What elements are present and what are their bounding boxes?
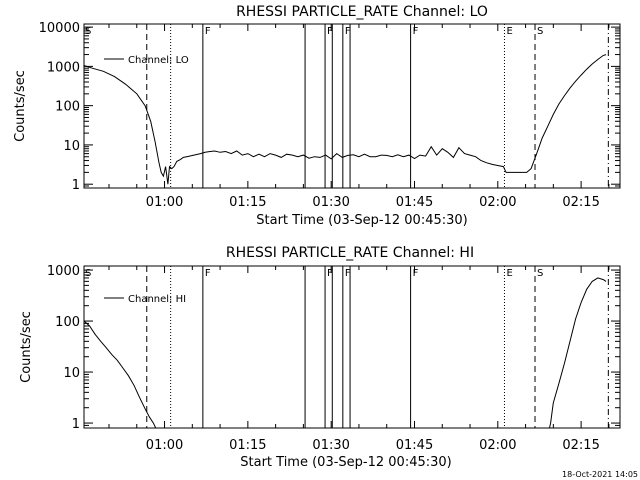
edge-marker-label: S	[85, 268, 91, 279]
series-line-hi	[549, 277, 607, 429]
event-marker-label: F	[345, 26, 351, 37]
x-tick-label: 02:15	[562, 195, 599, 210]
event-marker-label: F	[327, 26, 333, 37]
event-marker-label: F	[345, 268, 351, 279]
y-tick-label: 100	[55, 315, 80, 330]
event-marker-label: E	[506, 26, 512, 37]
x-tick-label: 01:30	[312, 438, 349, 453]
plot-frame-hi	[83, 265, 621, 429]
legend-lo: Channel: LO	[104, 55, 189, 66]
y-tick-label: 10	[63, 139, 80, 154]
y-axis-label-hi: Counts/sec	[19, 311, 34, 383]
x-tick-label: 01:00	[146, 438, 183, 453]
y-tick-label: 1	[72, 417, 80, 432]
y-tick-label: 1	[72, 178, 80, 193]
plot-frame-lo	[83, 23, 621, 189]
series-line-hi	[83, 320, 158, 429]
y-tick-label: 10	[63, 366, 80, 381]
x-axis-label-lo: Start Time (03-Sep-12 00:45:30)	[256, 213, 467, 228]
footer-timestamp: 18-Oct-2021 14:05	[562, 470, 638, 479]
x-tick-label: 01:00	[146, 195, 183, 210]
edge-marker-label: S	[85, 26, 91, 37]
x-axis-label-hi: Start Time (03-Sep-12 00:45:30)	[240, 455, 451, 470]
y-tick-label: 1000	[47, 264, 80, 279]
event-marker-label: S	[537, 26, 543, 37]
chart-panel-hi: RHESSI PARTICLE_RATE Channel: HI Start T…	[19, 245, 621, 470]
chart-title-lo: RHESSI PARTICLE_RATE Channel: LO	[236, 4, 488, 20]
x-tick-label: 01:45	[396, 195, 433, 210]
chart-title-hi: RHESSI PARTICLE_RATE Channel: HI	[226, 245, 474, 261]
x-tick-label: 01:15	[229, 195, 266, 210]
event-marker-label: F	[413, 268, 419, 279]
series-line-lo	[83, 54, 607, 185]
event-marker-label: F	[413, 26, 419, 37]
y-tick-label: 1000	[47, 60, 80, 75]
x-tick-label: 01:15	[229, 438, 266, 453]
chart-panel-lo: RHESSI PARTICLE_RATE Channel: LO Start T…	[13, 4, 621, 228]
event-marker-label: F	[205, 26, 211, 37]
event-marker-label: F	[327, 268, 333, 279]
event-marker-label: E	[506, 268, 512, 279]
x-tick-label: 02:00	[479, 195, 516, 210]
x-tick-label: 01:30	[312, 195, 349, 210]
y-tick-label: 10000	[39, 21, 80, 36]
x-tick-label: 02:15	[562, 438, 599, 453]
y-axis-label-lo: Counts/sec	[13, 70, 28, 142]
legend-label-lo: Channel: LO	[128, 55, 189, 66]
event-marker-label: F	[205, 268, 211, 279]
x-tick-label: 02:00	[479, 438, 516, 453]
y-tick-label: 100	[55, 100, 80, 115]
x-tick-label: 01:45	[396, 438, 433, 453]
legend-label-hi: Channel: HI	[128, 294, 186, 305]
legend-hi: Channel: HI	[104, 294, 186, 305]
event-marker-label: S	[537, 268, 543, 279]
